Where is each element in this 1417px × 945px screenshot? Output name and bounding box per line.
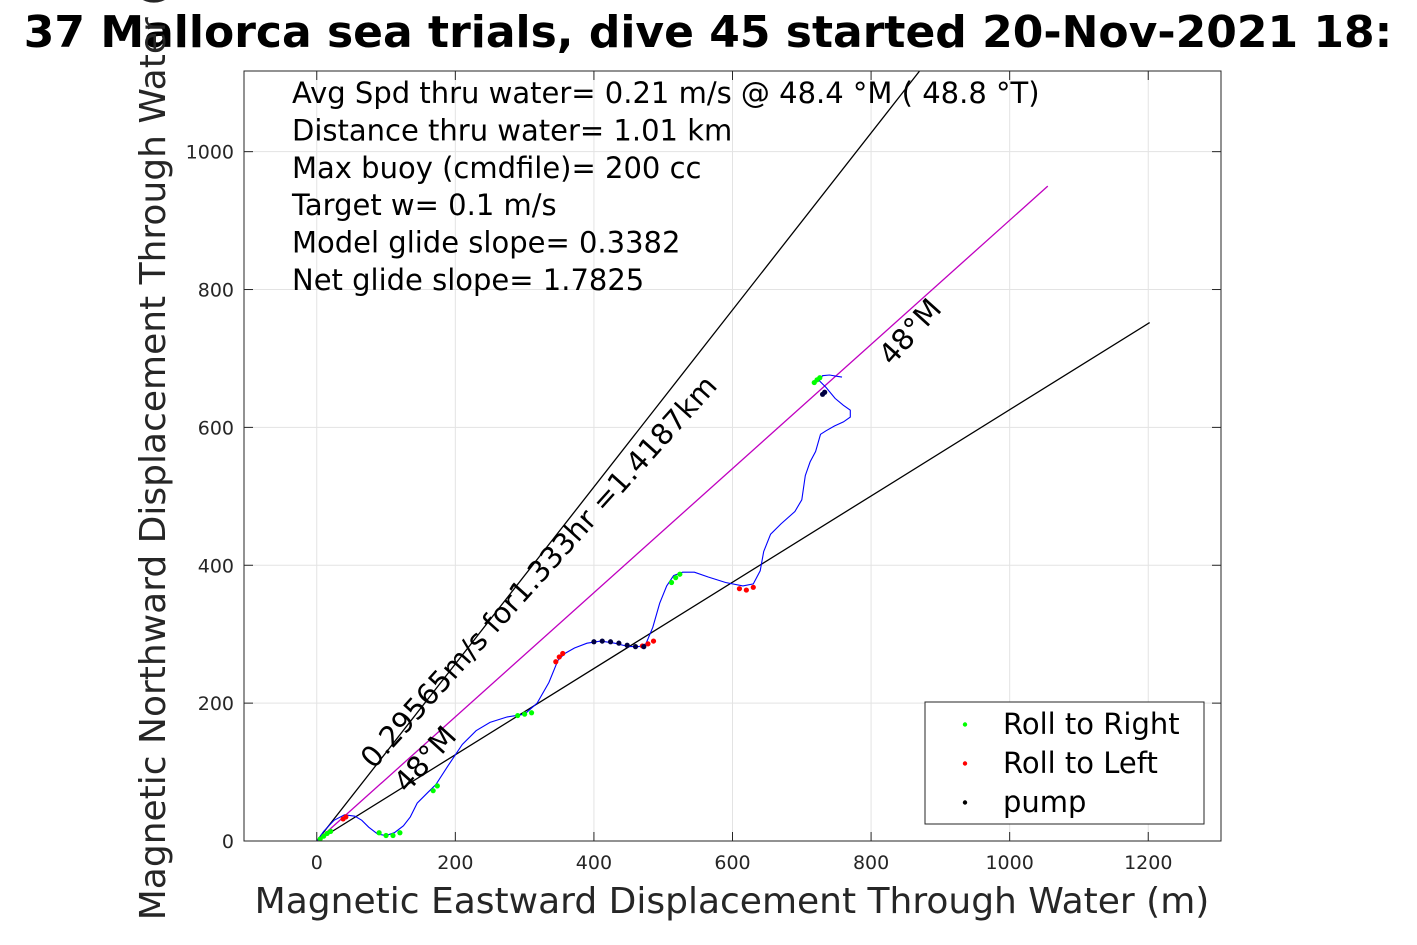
y-tick-label: 200 [198, 693, 234, 715]
y-tick-label: 400 [198, 555, 234, 577]
pump-point [641, 644, 647, 650]
info-line: Distance thru water= 1.01 km [292, 113, 732, 147]
roll-to-right-point [321, 833, 327, 839]
roll-to-right-point [817, 375, 823, 381]
pump-point [616, 640, 622, 646]
roll-to-left-point [645, 641, 651, 647]
pump-point [599, 638, 605, 644]
info-line: Model glide slope= 0.3382 [292, 226, 680, 260]
pump-point [591, 639, 597, 645]
legend-marker [962, 800, 968, 805]
y-tick-label: 0 [222, 831, 234, 853]
roll-to-right-point [522, 711, 528, 717]
roll-to-left-point [560, 650, 566, 657]
legend-label: Roll to Left [1003, 746, 1158, 780]
reference-line-0 [316, 70, 921, 842]
roll-to-right-point [383, 832, 389, 839]
roll-to-left-point [343, 814, 349, 820]
x-tick-label: 400 [576, 852, 612, 874]
roll-to-left-point [650, 638, 657, 644]
legend: Roll to Right Roll to Left pump [924, 701, 1205, 825]
track-line [316, 374, 851, 842]
x-tick-label: 800 [853, 852, 889, 874]
roll-to-right-point [668, 579, 675, 586]
info-line: Avg Spd thru water= 0.21 m/s @ 48.4 °M (… [292, 76, 1040, 110]
roll-to-right-point [677, 571, 683, 577]
legend-marker [962, 761, 968, 766]
info-box: Avg Spd thru water= 0.21 m/s @ 48.4 °M (… [291, 76, 1040, 297]
roll-to-left-point [556, 654, 562, 660]
x-tick-label: 600 [714, 852, 750, 874]
y-tick-label: 800 [198, 280, 234, 302]
x-tick-label: 200 [437, 852, 473, 874]
roll-to-right-point [376, 830, 382, 836]
roll-to-left-point [743, 587, 749, 593]
x-tick-label: 1200 [1124, 852, 1172, 874]
pump-point [607, 639, 614, 645]
y-tick-label: 1000 [186, 142, 234, 164]
track-group [316, 374, 851, 842]
roll-to-right-point [528, 710, 535, 716]
roll-to-right-point [390, 832, 396, 839]
info-line: Max buoy (cmdfile)= 200 cc [292, 151, 701, 185]
pump-point [632, 644, 639, 650]
roll-to-left-point [553, 659, 559, 665]
reference-line-2 [316, 185, 1049, 842]
x-tick-label: 0 [311, 852, 323, 874]
info-line: Net glide slope= 1.7825 [292, 263, 644, 297]
chart-title: 37 Mallorca sea trials, dive 45 started … [24, 7, 1392, 58]
roll-to-right-point [430, 788, 436, 794]
roll-to-left-point [736, 586, 743, 592]
y-axis-label: Magnetic Northward Displacement Through … [133, 0, 174, 920]
roll-to-right-point [328, 828, 334, 834]
legend-box [924, 701, 1205, 825]
roll-to-right-point [434, 783, 440, 789]
pump-point [822, 389, 828, 395]
legend-label: Roll to Right [1003, 707, 1180, 741]
ticks: 0 200 400 600 800 1000 1200 0 200 400 600 800 1000 [186, 71, 1221, 874]
roll-to-left-point [750, 584, 756, 590]
legend-marker [962, 722, 968, 727]
info-line: Target w= 0.1 m/s [291, 188, 557, 222]
legend-label: pump [1003, 785, 1086, 819]
pump-point [624, 642, 630, 648]
roll-to-right-point [317, 836, 323, 842]
roll-to-right-point [397, 830, 403, 836]
x-axis-label: Magnetic Eastward Displacement Through W… [255, 881, 1210, 922]
y-tick-label: 600 [198, 417, 234, 439]
roll-to-right-point [673, 575, 679, 581]
x-tick-label: 1000 [985, 852, 1033, 874]
roll-to-right-point [515, 712, 521, 719]
points-group [317, 375, 828, 842]
